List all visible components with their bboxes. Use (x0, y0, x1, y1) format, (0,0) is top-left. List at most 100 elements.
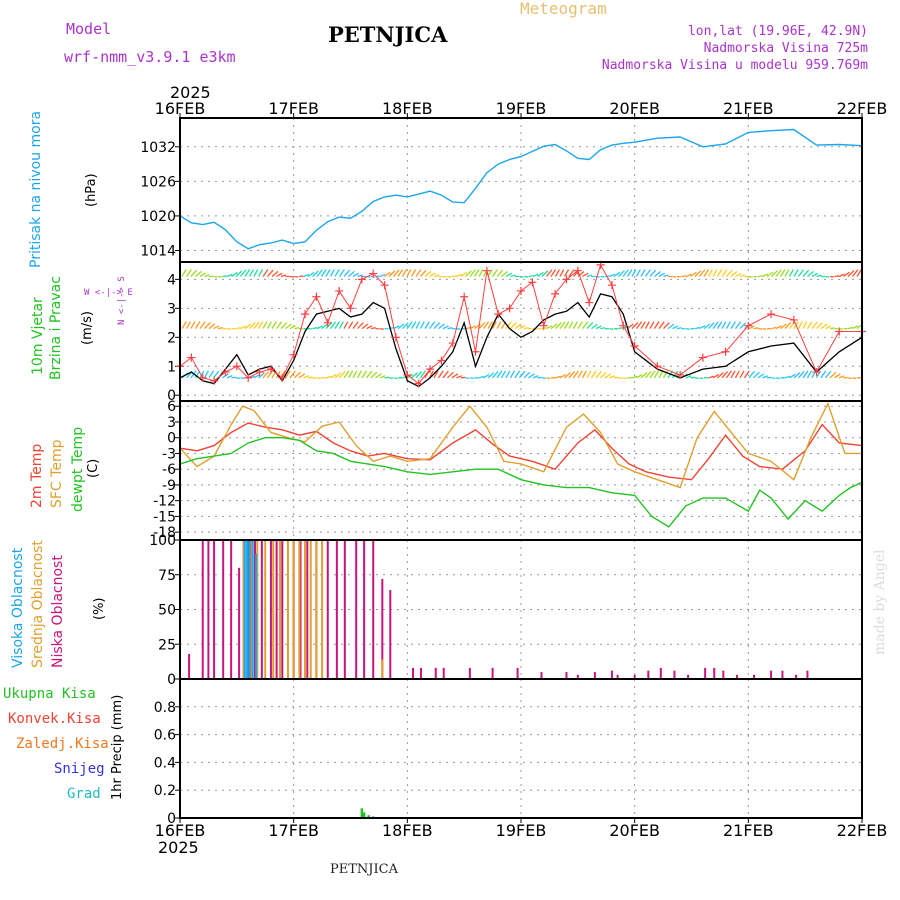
wind-barb (600, 327, 606, 330)
wind-barb (658, 272, 665, 278)
precip-label-total: Ukupna Kisa (3, 686, 96, 702)
wind-gust-point (630, 341, 639, 350)
wind-barb (640, 269, 646, 277)
wind-barb (653, 321, 660, 329)
wind-barb (325, 322, 333, 330)
wind-barb (618, 326, 624, 330)
altitude-label: Nadmorska Visina 725m (703, 41, 868, 56)
x-tick-label-bottom: 19FEB (496, 821, 547, 840)
wind-barb (406, 373, 414, 379)
y-tick-label: 3 (167, 301, 176, 317)
wind-barb (456, 273, 463, 278)
wind-barb (780, 323, 787, 330)
wind-barb (568, 321, 574, 329)
bar (616, 674, 619, 679)
wind-barb (348, 270, 355, 277)
wind-barb (456, 327, 461, 330)
y-tick-label: 0 (167, 811, 176, 827)
wind-barb (694, 326, 700, 330)
wind-barb (820, 370, 827, 379)
wind-gust-point (278, 373, 287, 382)
wind-barb (847, 270, 855, 277)
wind-barb (753, 327, 759, 330)
wind-barb (487, 372, 495, 379)
wind-barb (591, 323, 598, 330)
wind-barb (707, 269, 713, 277)
wind-barb (694, 270, 702, 277)
bar (389, 590, 392, 679)
wind-gust-point (380, 281, 389, 290)
wind-gust-point (198, 373, 207, 382)
wind-gust-point (505, 304, 514, 313)
wind-barb (249, 322, 256, 330)
wind-gust-point (312, 292, 321, 301)
wind-barb (465, 377, 470, 379)
wind-barb (694, 377, 699, 380)
wind-barb (816, 274, 822, 278)
wind-barb (775, 269, 782, 277)
wind-gust-point (255, 368, 264, 377)
bar (248, 540, 251, 679)
wind-gust-point (698, 353, 707, 362)
wind-barb (685, 375, 692, 379)
bar (275, 540, 278, 679)
wind-barb (528, 373, 535, 379)
wind-barb (762, 327, 767, 330)
wind-barb (410, 269, 417, 277)
y-tick-label: 100 (149, 533, 176, 549)
y-tick-label: 3 (167, 415, 176, 431)
wind-barb (730, 370, 736, 379)
wind-barb (375, 373, 382, 379)
wind-barb (357, 322, 364, 330)
wind-barb (185, 321, 191, 329)
wind-barb (253, 269, 259, 277)
wind-barb (671, 370, 679, 379)
wind-gust-point (789, 315, 798, 324)
x-tick-label-bottom: 16FEB (155, 821, 206, 840)
wind-barb (725, 370, 732, 379)
wind-barb (451, 275, 457, 278)
wind-barb (771, 377, 776, 380)
wind-barb (663, 322, 670, 330)
wind-barb (847, 326, 853, 330)
bar (243, 540, 246, 679)
bar (442, 667, 445, 679)
wind-barb (825, 325, 832, 330)
model-name: wrf-nmm_v3.9.1 e3km (64, 48, 236, 66)
wind-barb (491, 321, 497, 329)
wind-barb (644, 269, 651, 277)
bar (269, 540, 272, 679)
wind-barb (564, 372, 571, 379)
wind-barb (442, 325, 449, 330)
wind-barb (834, 373, 841, 379)
wind-barb (820, 323, 828, 330)
wind-barb (568, 371, 576, 379)
y-tick-label: 0 (167, 672, 176, 688)
wind-barb (190, 321, 196, 329)
wind-gust-point (448, 339, 457, 348)
wind-gust-point (437, 356, 446, 365)
wind-barb (537, 271, 544, 278)
wind-barb (433, 370, 439, 379)
bar (565, 672, 568, 679)
wind-barb (397, 323, 405, 330)
wind-barb (609, 327, 614, 330)
wind-gust-point (357, 275, 366, 284)
wind-barb (757, 373, 765, 379)
wind-barb (672, 275, 677, 278)
wind-barb (307, 376, 313, 379)
wind-barb (721, 370, 729, 379)
y-tick-label: 0 (167, 431, 176, 447)
wind-barb (199, 321, 206, 329)
wind-barb (600, 371, 607, 379)
wind-barb (244, 323, 252, 330)
wind-barb (739, 322, 747, 330)
wind-barb (478, 269, 484, 277)
wind-barb (469, 377, 474, 380)
bar (806, 670, 809, 679)
wind-barb (788, 269, 794, 277)
wind-barb (577, 370, 583, 379)
wind-barb (784, 375, 791, 379)
wind-barb (437, 370, 444, 379)
wind-barb (519, 275, 524, 278)
